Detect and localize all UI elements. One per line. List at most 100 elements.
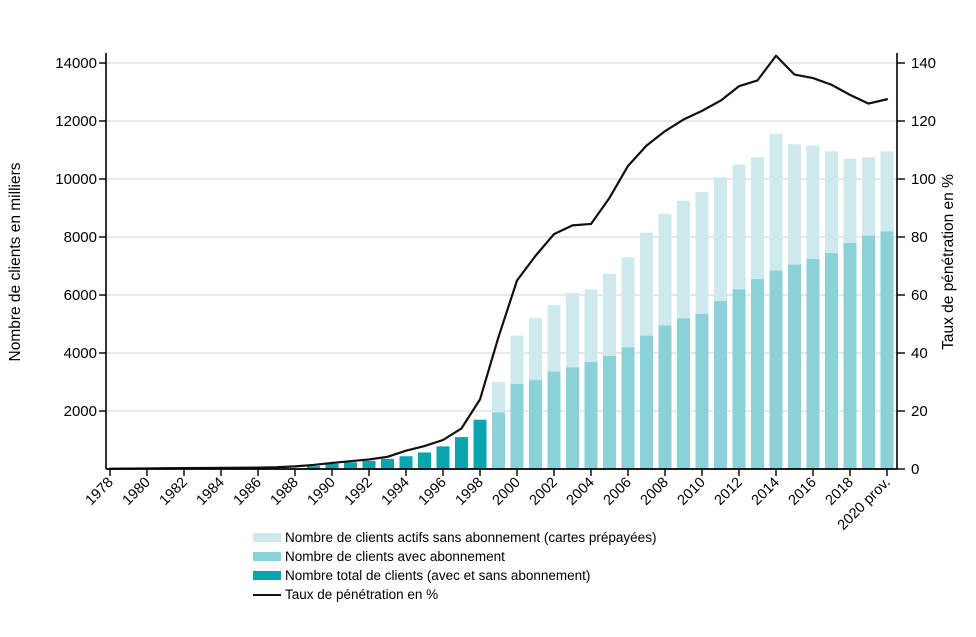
x-tick-label-2010: 2010 — [675, 475, 709, 509]
x-tick-label-2004: 2004 — [564, 475, 598, 509]
legend-swatch-subscription — [253, 552, 281, 561]
bar-subscription-2004 — [584, 361, 598, 469]
bar-prepaid-2003 — [566, 292, 579, 368]
bar-prepaid-2006 — [621, 257, 635, 348]
right-tick-label-60: 60 — [911, 287, 928, 304]
bar-prepaid-2010 — [695, 192, 709, 314]
x-tick-label-2018: 2018 — [823, 475, 857, 509]
legend-item-prepaid: Nombre de clients actifs sans abonnement… — [253, 528, 656, 547]
left-tick-label-10000: 10000 — [55, 171, 97, 188]
legend-label-total: Nombre total de clients (avec et sans ab… — [285, 568, 591, 583]
left-tick-label-6000: 6000 — [64, 287, 97, 304]
bar-subscription-2018 — [843, 242, 857, 469]
right-tick-label-120: 120 — [911, 113, 936, 130]
bar-prepaid-2011 — [714, 177, 727, 301]
bar-subscription-2011 — [714, 300, 727, 469]
right-tick-label-80: 80 — [911, 229, 928, 246]
bar-subscription-2000 — [510, 384, 524, 469]
chart-legend: Nombre de clients actifs sans abonnement… — [253, 528, 656, 604]
left-tick-label-2000: 2000 — [64, 403, 97, 420]
bar-total-1991 — [344, 462, 357, 469]
right-tick-label-0: 0 — [911, 461, 919, 478]
bar-subscription-2001 — [529, 379, 542, 469]
bar-subscription-2013 — [751, 279, 764, 469]
right-tick-label-140: 140 — [911, 55, 936, 72]
left-tick-label-8000: 8000 — [64, 229, 97, 246]
bar-prepaid-2014 — [769, 134, 783, 271]
left-tick-label-4000: 4000 — [64, 345, 97, 362]
bar-prepaid-2005 — [603, 273, 616, 356]
left-tick-label-14000: 14000 — [55, 55, 97, 72]
x-tick-label-1992: 1992 — [342, 475, 376, 509]
x-tick-label-1990: 1990 — [305, 475, 339, 509]
bar-prepaid-2018 — [843, 158, 857, 243]
legend-label-penetration-line: Taux de pénétration en % — [285, 587, 439, 602]
right-axis-title: Taux de pénétration en % — [940, 174, 957, 350]
bar-subscription-2016 — [806, 258, 820, 469]
bar-subscription-2009 — [677, 318, 690, 469]
bar-prepaid-2007 — [640, 232, 653, 336]
x-tick-label-1980: 1980 — [120, 475, 154, 509]
legend-label-prepaid: Nombre de clients actifs sans abonnement… — [285, 530, 657, 545]
bar-total-1995 — [418, 452, 431, 469]
x-tick-label-1978: 1978 — [83, 475, 117, 509]
x-tick-label-2008: 2008 — [638, 475, 672, 509]
bar-prepaid-2001 — [529, 318, 542, 380]
bar-total-1990 — [325, 463, 339, 469]
bar-prepaid-1999 — [492, 382, 505, 413]
legend-swatch-penetration-line — [253, 590, 281, 599]
bar-subscription-2020 — [880, 231, 894, 469]
x-tick-label-2012: 2012 — [712, 475, 746, 509]
bar-total-1994 — [399, 456, 413, 469]
left-axis-title: Nombre de clients en milliers — [7, 162, 24, 361]
x-tick-label-2002: 2002 — [527, 475, 561, 509]
bar-subscription-2002 — [547, 371, 561, 469]
x-tick-label-1986: 1986 — [231, 475, 265, 509]
legend-swatch-prepaid — [253, 533, 281, 542]
bar-prepaid-2000 — [510, 335, 524, 385]
bar-total-1997 — [455, 437, 468, 469]
bar-prepaid-2004 — [584, 289, 598, 362]
x-tick-label-2016: 2016 — [786, 475, 820, 509]
x-tick-label-1982: 1982 — [157, 475, 191, 509]
bar-prepaid-2017 — [825, 151, 838, 253]
legend-item-penetration-line: Taux de pénétration en % — [253, 585, 656, 604]
bar-subscription-2003 — [566, 367, 579, 469]
bar-prepaid-2020 — [880, 151, 894, 232]
bar-prepaid-2016 — [806, 145, 820, 259]
x-tick-label-1988: 1988 — [268, 475, 302, 509]
bar-prepaid-2013 — [751, 157, 764, 280]
x-tick-label-1998: 1998 — [453, 475, 487, 509]
x-tick-label-2014: 2014 — [749, 475, 783, 509]
bar-subscription-2005 — [603, 355, 616, 469]
penetration-line — [108, 54, 889, 470]
bar-subscription-2007 — [640, 335, 653, 469]
left-tick-label-12000: 12000 — [55, 113, 97, 130]
bar-prepaid-2012 — [732, 164, 746, 290]
bar-prepaid-2015 — [788, 144, 801, 265]
bar-subscription-2017 — [825, 252, 838, 469]
legend-item-subscription: Nombre de clients avec abonnement — [253, 547, 656, 566]
bar-subscription-2015 — [788, 264, 801, 469]
bar-subscription-2008 — [658, 325, 672, 469]
bar-subscription-2010 — [695, 313, 709, 469]
legend-swatch-total — [253, 571, 281, 580]
right-tick-label-20: 20 — [911, 403, 928, 420]
bar-total-1993 — [381, 458, 394, 469]
bar-subscription-2006 — [621, 347, 635, 469]
x-tick-label-1984: 1984 — [194, 475, 228, 509]
x-tick-label-1996: 1996 — [416, 475, 450, 509]
x-tick-label-2006: 2006 — [601, 475, 635, 509]
bar-total-1992 — [362, 460, 376, 469]
legend-item-total: Nombre total de clients (avec et sans ab… — [253, 566, 656, 585]
bar-prepaid-2002 — [547, 305, 561, 372]
bar-prepaid-2019 — [862, 157, 875, 236]
bar-subscription-2019 — [862, 235, 875, 469]
bar-total-1996 — [436, 446, 450, 469]
x-tick-label-1994: 1994 — [379, 475, 413, 509]
right-tick-label-40: 40 — [911, 345, 928, 362]
bar-prepaid-2008 — [658, 213, 672, 326]
bar-total-1989 — [307, 466, 320, 469]
